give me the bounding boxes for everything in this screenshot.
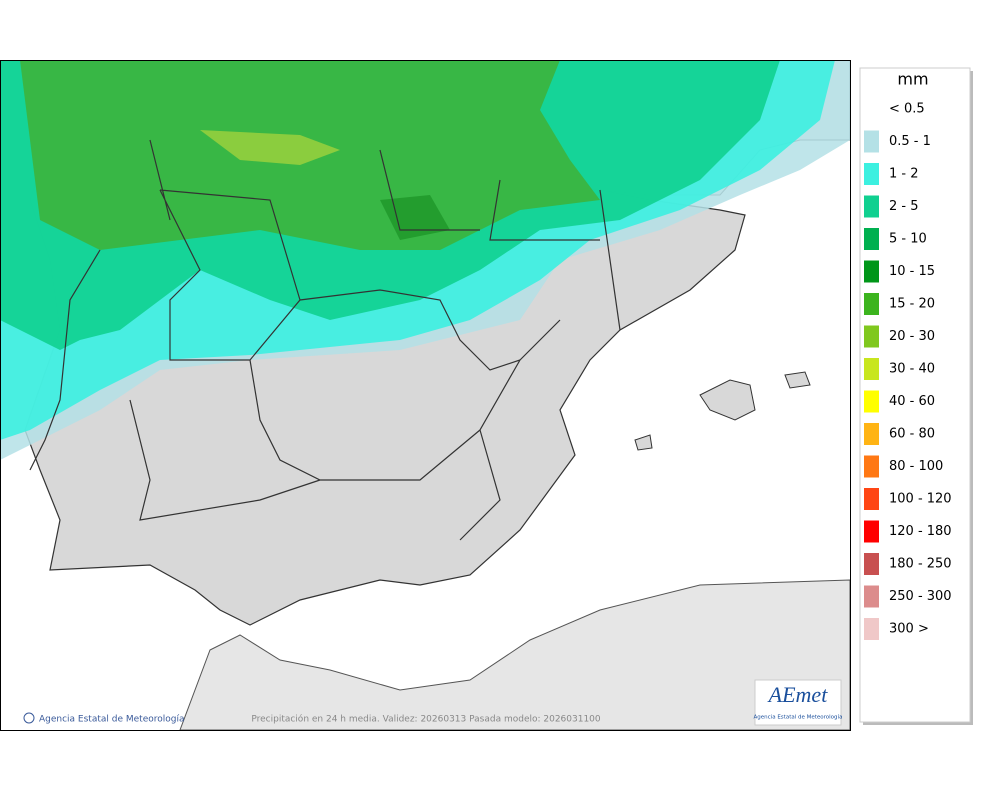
- logo-box: [754, 679, 842, 726]
- mallorca: [699, 379, 756, 421]
- region-borders: [129, 139, 621, 541]
- copyright-icon: [23, 712, 35, 724]
- legend-label: 60 - 80: [889, 427, 935, 442]
- precip-20-30: [200, 130, 340, 165]
- legend-swatch: [864, 390, 879, 413]
- logo-subtitle: Agencia Estatal de Meteorología: [754, 714, 843, 721]
- legend-label: 15 - 20: [889, 297, 935, 312]
- legend-swatch: [864, 358, 879, 380]
- legend-swatch: [864, 260, 879, 283]
- legend-label: 2 - 5: [889, 199, 919, 214]
- legend-swatch: [864, 520, 879, 543]
- legend-swatch: [864, 130, 879, 153]
- legend-label: 100 - 120: [889, 492, 952, 507]
- portugal-border: [29, 249, 101, 471]
- legend-swatch: [864, 553, 879, 575]
- menorca: [784, 371, 811, 389]
- legend-swatch: [864, 195, 879, 218]
- legend-swatch: [864, 618, 879, 640]
- precip-10-15: [380, 195, 450, 240]
- legend-title: mm: [897, 70, 928, 89]
- legend-label: 20 - 30: [889, 329, 935, 344]
- logo: AEmet: [767, 682, 829, 707]
- map: [0, 60, 850, 730]
- legend-swatch: [864, 455, 879, 478]
- legend-swatch: [864, 325, 879, 348]
- legend-label: < 0.5: [889, 102, 925, 117]
- legend-swatch: [864, 423, 879, 445]
- legend-label: 1 - 2: [889, 167, 919, 182]
- africa: [179, 579, 850, 730]
- legend-label: 300 >: [889, 622, 929, 637]
- legend-label: 0.5 - 1: [889, 134, 931, 149]
- legend-swatch: [864, 293, 879, 315]
- legend-label: 10 - 15: [889, 264, 935, 279]
- legend-label: 30 - 40: [889, 362, 935, 377]
- credit: Agencia Estatal de Meteorología: [39, 715, 185, 725]
- legend-label: 120 - 180: [889, 524, 952, 539]
- legend-swatch: [864, 488, 879, 510]
- legend-label: 40 - 60: [889, 394, 935, 409]
- legend-label: 80 - 100: [889, 459, 943, 474]
- legend-swatch: [864, 585, 879, 608]
- map-frame: [0, 60, 851, 731]
- legend-label: 250 - 300: [889, 589, 952, 604]
- legend-label: 180 - 250: [889, 557, 952, 572]
- legend-items: < 0.5 0.5 - 1 1 - 2 2 - 5 5 - 10 10 - 15 15 - …: [864, 102, 952, 640]
- caption: Precipitación en 24 h media. Validez: 20…: [251, 714, 601, 725]
- legend-swatch: [864, 228, 879, 250]
- legend-label: 5 - 10: [889, 232, 927, 247]
- legend-swatch: [864, 163, 879, 185]
- ibiza: [634, 434, 653, 451]
